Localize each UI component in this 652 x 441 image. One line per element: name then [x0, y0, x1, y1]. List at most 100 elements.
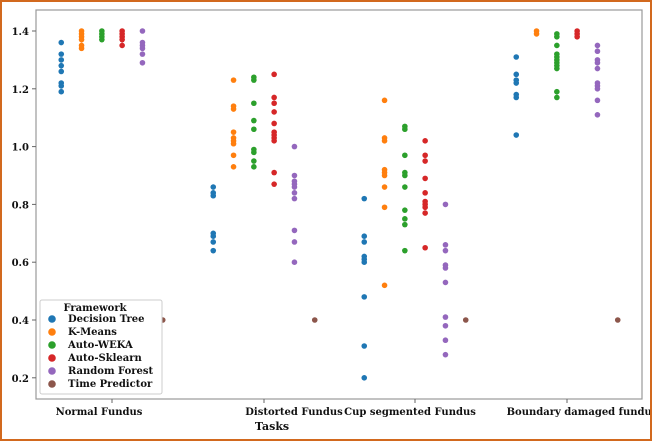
data-point-random-forest — [594, 86, 601, 92]
data-point-time-predictor — [614, 317, 621, 323]
data-point-auto-sklearn — [119, 36, 125, 43]
data-point-auto-weka — [402, 216, 408, 222]
data-point-k-means — [381, 282, 388, 289]
data-point-time-predictor — [311, 317, 318, 323]
data-point-random-forest — [291, 259, 298, 266]
data-point-auto-sklearn — [271, 120, 277, 127]
data-point-auto-weka — [251, 126, 257, 133]
legend-label: Decision Tree — [68, 314, 144, 325]
data-point-k-means — [78, 36, 85, 43]
x-tick-label: Cup segmented Fundus — [344, 407, 476, 418]
data-point-decision-tree — [58, 51, 65, 57]
data-point-auto-sklearn — [271, 94, 277, 101]
data-point-random-forest — [442, 322, 449, 329]
data-point-auto-sklearn — [422, 190, 428, 196]
data-point-random-forest — [442, 337, 449, 344]
data-point-decision-tree — [361, 259, 368, 266]
data-point-decision-tree — [58, 62, 65, 69]
legend-label: Auto-WEKA — [67, 340, 133, 351]
data-point-auto-weka — [251, 164, 257, 170]
data-point-decision-tree — [210, 184, 217, 190]
data-point-random-forest — [442, 201, 449, 208]
data-point-random-forest — [594, 59, 601, 66]
legend-title: Framework — [63, 303, 127, 314]
data-point-decision-tree — [210, 247, 217, 254]
data-point-auto-weka — [251, 100, 257, 107]
data-point-random-forest — [442, 242, 449, 248]
data-point-random-forest — [594, 48, 601, 55]
data-point-decision-tree — [210, 192, 217, 199]
data-point-k-means — [78, 45, 85, 52]
legend-marker — [48, 367, 56, 375]
x-axis-label: Tasks — [255, 420, 289, 433]
data-point-decision-tree — [513, 132, 520, 138]
data-point-k-means — [230, 77, 237, 83]
y-tick-label: 0.8 — [12, 200, 29, 211]
data-point-auto-weka — [402, 126, 408, 133]
data-point-auto-weka — [251, 77, 257, 83]
data-point-auto-sklearn — [271, 100, 277, 107]
data-point-random-forest — [139, 51, 146, 57]
data-point-k-means — [230, 152, 237, 159]
x-tick-label: Boundary damaged fundus — [507, 407, 650, 418]
data-point-auto-weka — [402, 207, 408, 213]
legend: Framework Decision Tree K-Means Auto-WEKA A… — [39, 299, 163, 395]
legend-marker — [48, 341, 56, 349]
data-point-random-forest — [442, 265, 449, 271]
data-point-auto-weka — [402, 152, 408, 159]
data-point-random-forest — [594, 112, 601, 118]
data-point-k-means — [230, 164, 237, 170]
data-point-auto-weka — [554, 33, 560, 40]
data-point-auto-sklearn — [271, 169, 277, 176]
y-axis: 0.2 0.4 0.6 0.8 1.0 1.2 1.4 — [12, 27, 36, 385]
data-point-auto-sklearn — [271, 138, 277, 144]
x-axis: Normal Fundus Distorted Fundus Cup segment… — [56, 399, 650, 418]
data-point-random-forest — [291, 190, 298, 196]
legend-marker — [48, 328, 56, 336]
legend-label: Time Predictor — [68, 379, 153, 390]
data-point-decision-tree — [361, 343, 368, 349]
y-tick-label: 1.4 — [12, 27, 29, 38]
data-point-auto-weka — [554, 65, 560, 72]
legend-marker — [48, 380, 56, 388]
data-point-auto-weka — [402, 221, 408, 228]
data-point-k-means — [533, 31, 540, 37]
data-point-k-means — [381, 97, 388, 104]
data-point-decision-tree — [513, 71, 520, 78]
data-point-random-forest — [291, 239, 298, 245]
x-tick-label: Normal Fundus — [56, 407, 143, 418]
data-point-time-predictor — [462, 317, 469, 323]
data-point-decision-tree — [58, 68, 65, 75]
data-point-auto-sklearn — [271, 71, 277, 78]
legend-box — [39, 299, 163, 395]
y-tick-label: 0.6 — [12, 258, 29, 269]
data-point-k-means — [230, 129, 237, 135]
data-point-random-forest — [442, 247, 449, 254]
data-point-random-forest — [442, 279, 449, 286]
data-point-decision-tree — [361, 239, 368, 245]
y-tick-label: 1.0 — [12, 143, 29, 154]
data-point-auto-sklearn — [422, 138, 428, 144]
data-point-k-means — [230, 140, 237, 147]
data-point-random-forest — [139, 59, 146, 66]
data-point-random-forest — [594, 97, 601, 104]
data-point-random-forest — [291, 143, 298, 150]
legend-marker — [48, 354, 56, 362]
data-point-random-forest — [594, 65, 601, 72]
data-point-auto-sklearn — [271, 109, 277, 115]
data-point-auto-sklearn — [422, 152, 428, 159]
data-point-decision-tree — [361, 195, 368, 202]
data-point-decision-tree — [58, 57, 65, 63]
data-point-decision-tree — [58, 39, 65, 46]
data-point-k-means — [381, 138, 388, 144]
data-point-random-forest — [139, 28, 146, 34]
data-points — [58, 28, 621, 381]
data-point-decision-tree — [361, 233, 368, 239]
data-point-decision-tree — [58, 83, 65, 89]
data-point-auto-weka — [251, 149, 257, 156]
data-point-random-forest — [291, 172, 298, 179]
data-point-decision-tree — [58, 88, 65, 95]
data-point-auto-weka — [554, 94, 560, 101]
